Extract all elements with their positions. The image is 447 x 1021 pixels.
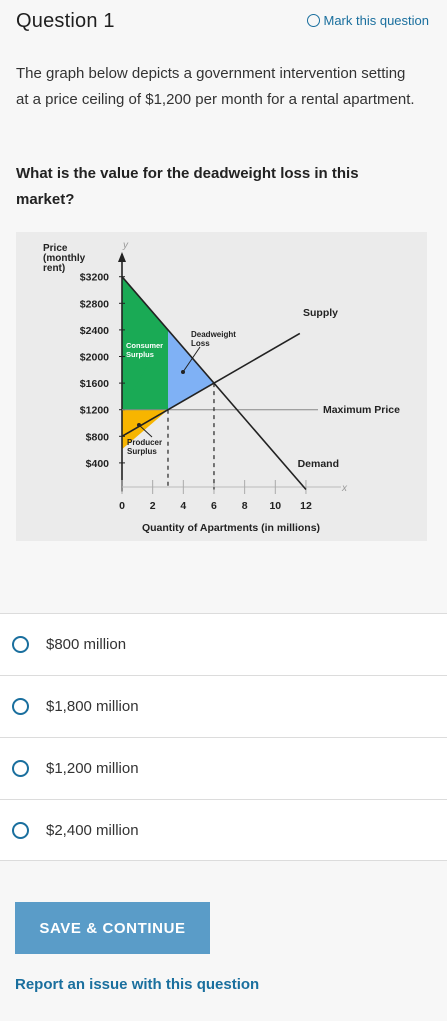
consumer-surplus-label: Surplus: [126, 350, 154, 359]
producer-pointer: [138, 424, 153, 438]
y-axis-title: Price: [43, 243, 68, 254]
supply-label: Supply: [303, 307, 338, 319]
radio-icon[interactable]: [12, 760, 29, 777]
x-tick-label: 2: [150, 500, 156, 512]
y-tick-label: $2800: [80, 298, 109, 310]
y-tick-label: $2400: [80, 325, 109, 337]
question-prompt: The graph below depicts a government int…: [16, 65, 415, 108]
y-tick-label: $800: [86, 431, 110, 443]
radio-icon[interactable]: [12, 636, 29, 653]
deadweight-loss-label: Deadweight: [191, 330, 236, 339]
consumer-surplus-label: Consumer: [126, 341, 163, 350]
question-title: Question 1: [16, 10, 115, 32]
mark-circle-icon: [306, 14, 320, 27]
answer-option-1[interactable]: $800 million: [0, 613, 447, 675]
consumer-surplus-upper: [122, 329, 168, 410]
y-tick-label: $1600: [80, 378, 109, 390]
y-axis-title: (monthly: [43, 253, 86, 264]
question-header: Question 1 Mark this question: [16, 8, 431, 36]
x-tick-label: 4: [180, 500, 186, 512]
answer-label: $1,800 million: [46, 698, 139, 715]
mark-question-label: Mark this question: [323, 13, 430, 28]
answer-label: $2,400 million: [46, 821, 139, 839]
demand-line: [121, 276, 307, 491]
maximum-price-label: Maximum Price: [323, 404, 400, 416]
x-tick-label: 12: [300, 500, 312, 512]
y-axis-title: rent): [43, 263, 65, 274]
deadweight-loss-label: Loss: [191, 339, 210, 348]
x-tick-label: 10: [269, 500, 281, 512]
producer-surplus-label: Surplus: [127, 447, 157, 456]
producer-pointer-dot: [137, 423, 141, 427]
x-tick-label: 8: [242, 500, 248, 512]
x-tick-label: 6: [211, 500, 217, 512]
y-axis-letter: y: [122, 240, 129, 251]
report-issue-link[interactable]: Report an issue with this question: [15, 976, 260, 993]
y-tick-label: $400: [86, 458, 110, 470]
y-tick-label: $2000: [80, 352, 109, 364]
y-tick-label: $3200: [80, 272, 109, 284]
answer-label: $800 million: [46, 636, 127, 653]
answer-option-4[interactable]: $2,400 million: [0, 799, 447, 861]
deadweight-pointer-dot: [181, 370, 185, 374]
x-tick-label: 0: [119, 500, 125, 512]
question-ask: What is the value for the deadweight los…: [16, 165, 359, 208]
answer-option-3[interactable]: $1,200 million: [0, 737, 447, 799]
x-axis-letter: x: [341, 483, 348, 494]
producer-surplus-label: Producer: [127, 438, 162, 447]
supply-line: [121, 332, 301, 437]
radio-icon[interactable]: [12, 821, 29, 839]
mark-question-link[interactable]: Mark this question: [306, 13, 430, 28]
demand-label: Demand: [298, 458, 339, 470]
radio-icon[interactable]: [12, 698, 29, 715]
price-ceiling-graph: $400 $800 $1200 $1600 $2000 $2400 $2800 $3200 0 2…: [16, 232, 427, 541]
producer-surplus-lower: [122, 409, 168, 450]
x-axis-title: Quantity of Apartments (in millions): [142, 522, 320, 534]
save-continue-button[interactable]: SAVE & CONTINUE: [15, 902, 210, 954]
answer-label: $1,200 million: [46, 760, 139, 777]
answer-option-2[interactable]: $1,800 million: [0, 675, 447, 737]
answer-list: $800 million $1,800 million $1,200 milli…: [0, 613, 447, 861]
deadweight-pointer: [182, 346, 201, 373]
y-tick-label: $1200: [80, 405, 109, 417]
y-axis-arrow: [118, 252, 126, 262]
chart-svg: $400 $800 $1200 $1600 $2000 $2400 $2800 $3200 0 2…: [43, 240, 400, 534]
